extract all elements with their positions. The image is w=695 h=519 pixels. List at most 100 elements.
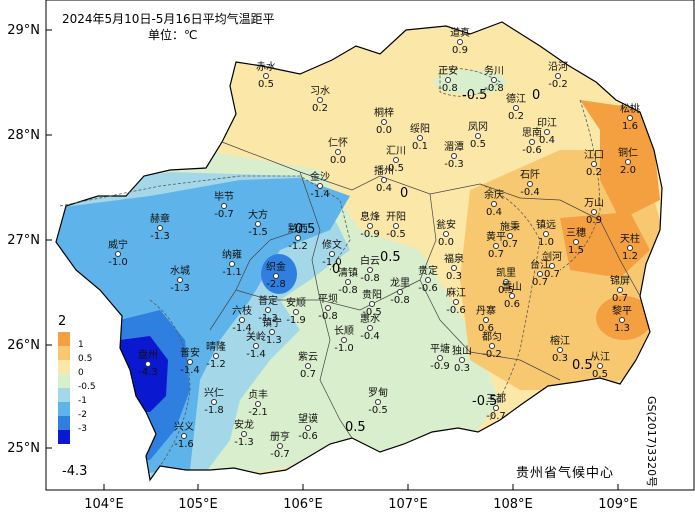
station-jianhe: 剑河 0.7 xyxy=(542,252,562,280)
station-dushan: 独山 0.3 xyxy=(452,346,472,374)
station-anshun: 安顺 -1.9 xyxy=(286,298,306,326)
station-tongzi: 桐梓 0.0 xyxy=(374,108,394,136)
station-qingzhen: 清镇 -0.8 xyxy=(338,268,358,296)
station-sandu: 三都 -0.7 xyxy=(486,394,506,422)
lon-label-109: 109°E xyxy=(598,497,638,512)
legend-swatch xyxy=(58,388,70,402)
contour-label: 0.5 xyxy=(572,358,593,373)
station-sansui: 三穗 1.5 xyxy=(566,228,586,256)
station-leishan: 雷山 0.6 xyxy=(502,282,522,310)
legend-swatch xyxy=(58,332,70,346)
station-kaili: 凯里 0.5 xyxy=(496,268,516,296)
station-xiuwen: 修文 -1.0 xyxy=(322,240,342,268)
legend-swatch xyxy=(58,416,70,430)
station-suiyang: 绥阳 0.1 xyxy=(410,124,430,152)
station-weining: 威宁 -1.0 xyxy=(108,240,128,268)
station-congjiang: 从江 0.5 xyxy=(590,352,610,380)
contour-label: -0.5 xyxy=(462,88,488,103)
station-anlong: 安龙 -1.3 xyxy=(234,420,254,448)
contour-label: -0.5 xyxy=(472,394,498,409)
station-yanhe: 沿河 -0.2 xyxy=(548,62,568,90)
station-zhenfeng: 贞丰 -2.1 xyxy=(248,390,268,418)
station-liping: 黎平 1.3 xyxy=(612,306,632,334)
station-dejiang: 德江 0.2 xyxy=(506,94,526,122)
approval-number: GS(2017)3320号 xyxy=(645,396,658,488)
station-hezhang: 赫章 -1.3 xyxy=(150,214,170,242)
station-xishui: 习水 0.2 xyxy=(310,86,330,114)
contour-label: -0.5 xyxy=(290,222,316,237)
station-guiyang: 贵阳 -0.5 xyxy=(362,290,382,318)
lat-label-25: 25°N xyxy=(7,441,40,456)
legend-level-label: -0.5 xyxy=(78,382,96,392)
station-nayong: 纳雍 -1.1 xyxy=(222,250,242,278)
station-tianzhu: 天柱 1.2 xyxy=(620,234,640,262)
station-huichuan: 汇川 0.5 xyxy=(386,146,406,174)
contour-label: 0 xyxy=(400,186,409,201)
station-wangmo: 望谟 -0.6 xyxy=(298,414,318,442)
station-shuicheng: 水城 -1.3 xyxy=(170,266,190,294)
lat-label-27: 27°N xyxy=(7,233,40,248)
station-pingba: 平坝 -0.8 xyxy=(318,294,338,322)
lon-label-105: 105°E xyxy=(178,497,218,512)
station-ceheng: 册亨 -0.7 xyxy=(270,432,290,460)
lon-label-107: 107°E xyxy=(388,497,428,512)
zone-north-negative xyxy=(434,70,506,94)
lon-label-106: 106°E xyxy=(283,497,323,512)
lon-label-108: 108°E xyxy=(493,497,533,512)
station-longli: 龙里 -0.8 xyxy=(390,278,410,306)
station-majiang: 麻江 -0.6 xyxy=(446,288,466,316)
station-wengan: 瓮安 0.0 xyxy=(436,220,456,248)
station-rongjiang: 榕江 0.3 xyxy=(550,336,570,364)
station-shiqian: 石阡 -0.4 xyxy=(520,170,540,198)
station-renhuai: 仁怀 0.0 xyxy=(328,138,348,166)
station-shibing: 施秉 0.7 xyxy=(500,222,520,250)
station-changshun: 长顺 -1.0 xyxy=(334,326,354,354)
station-pingtang: 平塘 -0.9 xyxy=(430,344,450,372)
station-yuqing: 余庆 0.4 xyxy=(484,190,504,218)
station-xingren: 兴仁 -1.8 xyxy=(204,388,224,416)
map-unit: 单位：℃ xyxy=(148,28,198,42)
station-dafang: 大方 -1.5 xyxy=(248,210,268,238)
station-puan: 普安 -1.4 xyxy=(180,348,200,376)
contour-label: 0.5 xyxy=(345,420,366,435)
station-jinsha: 金沙 -1.4 xyxy=(310,172,330,200)
legend-swatch xyxy=(58,402,70,416)
station-zhenning: 镇宁 -1.3 xyxy=(262,318,282,346)
station-sinan: 思南 -0.6 xyxy=(522,128,542,156)
station-huishui: 惠水 -0.4 xyxy=(360,314,380,342)
station-baiyun: 白云 -0.8 xyxy=(360,256,380,284)
station-fenggang: 凤冈 0.5 xyxy=(468,122,488,150)
station-ziyun: 紫云 0.7 xyxy=(298,352,318,380)
credit-label: 贵州省气候中心 xyxy=(516,466,615,481)
contour-label: 0 xyxy=(332,262,341,277)
station-jiangkou: 江口 0.2 xyxy=(584,150,604,178)
contour-label: 0 xyxy=(532,88,541,103)
station-luodian: 罗甸 -0.5 xyxy=(368,388,388,416)
lon-label-104: 104°E xyxy=(84,497,124,512)
prefecture-boundaries xyxy=(209,141,641,439)
station-guanling: 关岭 -1.4 xyxy=(246,332,266,360)
legend-swatch xyxy=(58,430,70,444)
contour-label: 0.5 xyxy=(380,250,401,265)
lat-label-26: 26°N xyxy=(7,338,40,353)
zone-tianzhu-warm xyxy=(560,212,650,278)
zone-tongren-warm xyxy=(580,100,660,220)
station-wanshan: 万山 0.9 xyxy=(584,198,604,226)
station-kaiyang: 开阳 -0.5 xyxy=(386,212,406,240)
station-taijiang: 台江 0.7 xyxy=(530,260,550,288)
station-bijie: 毕节 -0.7 xyxy=(214,192,234,220)
legend-swatch xyxy=(58,346,70,360)
contour-lines xyxy=(59,68,601,467)
zone-zhijin-minus3 xyxy=(261,254,297,294)
station-xifeng: 息烽 -0.9 xyxy=(360,212,380,240)
station-zhijin: 织金 -2.8 xyxy=(266,262,286,290)
legend-level-label: 1 xyxy=(78,340,84,350)
axis-ticks xyxy=(46,29,619,490)
legend-swatch xyxy=(58,374,70,388)
station-puding: 普定 -1.3 xyxy=(258,296,278,324)
station-danzhai: 丹寨 0.6 xyxy=(476,306,496,334)
station-huangping: 黄平 0.7 xyxy=(486,232,506,260)
station-chishui: 赤水 0.5 xyxy=(256,62,276,90)
